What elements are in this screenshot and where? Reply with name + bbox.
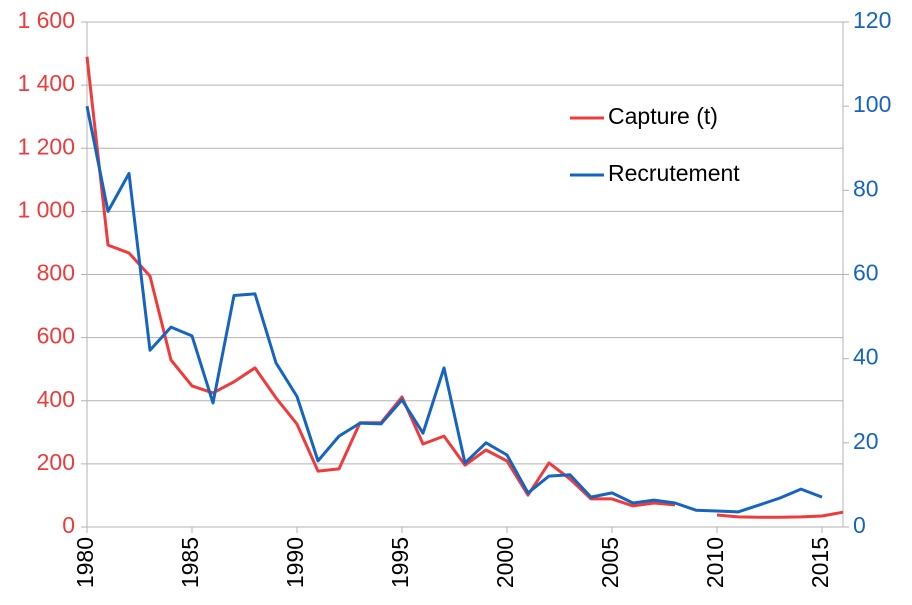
y-tick-label: 0 — [62, 512, 75, 538]
y2-tick-label: 40 — [853, 344, 879, 370]
y2-tick-label: 20 — [853, 428, 879, 454]
series-line — [85, 56, 844, 519]
y-tick-label: 800 — [37, 260, 75, 286]
x-tick-label: 1990 — [282, 537, 308, 588]
y-tick-label: 600 — [37, 323, 75, 349]
x-tick-label: 2010 — [702, 537, 728, 588]
x-tick-label: 2000 — [492, 537, 518, 588]
series-line — [85, 105, 823, 514]
x-tick-label: 1980 — [72, 537, 98, 588]
y-tick-label: 1 000 — [17, 196, 75, 222]
legend-label: Capture (t) — [608, 103, 718, 129]
x-tick-label: 2015 — [807, 537, 833, 588]
y-tick-label: 1 400 — [17, 70, 75, 96]
y2-tick-label: 80 — [853, 175, 879, 201]
legend-label: Recrutement — [608, 160, 740, 186]
x-tick-label: 2005 — [597, 537, 623, 588]
x-tick-label: 1985 — [177, 537, 203, 588]
y-tick-label: 400 — [37, 386, 75, 412]
y2-tick-label: 60 — [853, 260, 879, 286]
y2-tick-label: 120 — [853, 7, 891, 33]
y-tick-label: 1 200 — [17, 133, 75, 159]
y2-tick-label: 100 — [853, 91, 891, 117]
x-tick-label: 1995 — [387, 537, 413, 588]
y-tick-label: 1 600 — [17, 7, 75, 33]
y-tick-label: 200 — [37, 449, 75, 475]
y2-tick-label: 0 — [853, 512, 866, 538]
